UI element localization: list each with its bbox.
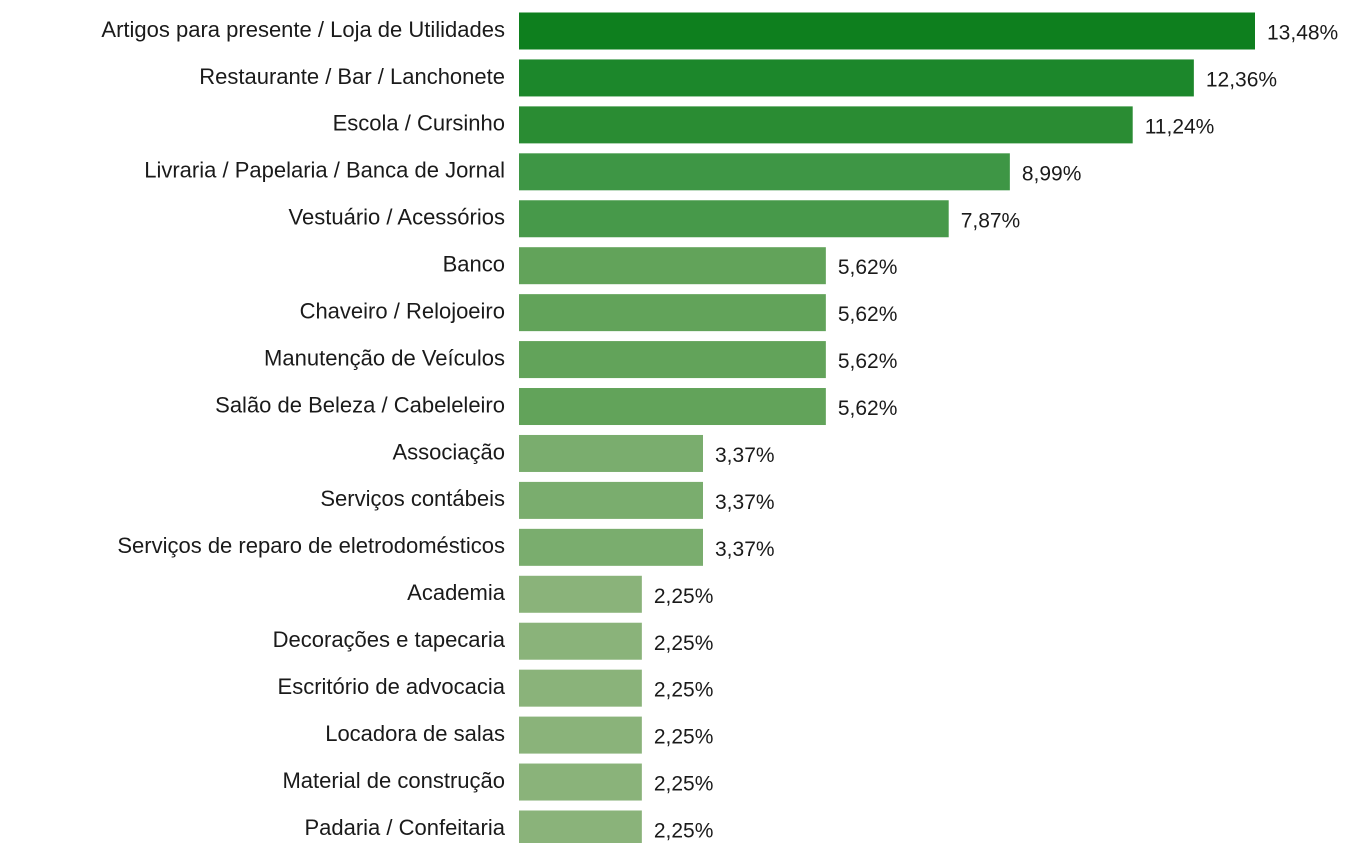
bar <box>519 388 826 426</box>
value-label: 12,36% <box>1206 68 1277 91</box>
value-label: 3,37% <box>715 444 775 467</box>
category-label: Salão de Beleza / Cabeleleiro <box>215 392 505 417</box>
category-label: Academia <box>407 580 506 605</box>
bar <box>519 341 826 379</box>
category-label: Locadora de salas <box>325 721 505 746</box>
category-label: Escritório de advocacia <box>278 674 506 699</box>
value-label: 8,99% <box>1022 162 1082 185</box>
category-label: Manutenção de Veículos <box>264 345 505 370</box>
category-label: Vestuário / Acessórios <box>289 205 505 230</box>
bar <box>519 669 642 707</box>
value-label: 2,25% <box>654 585 714 608</box>
bar <box>519 481 703 519</box>
category-label: Livraria / Papelaria / Banca de Jornal <box>144 158 505 183</box>
bar <box>519 810 642 843</box>
bar <box>519 247 826 285</box>
value-label: 2,25% <box>654 820 714 843</box>
value-label: 2,25% <box>654 773 714 796</box>
bar <box>519 106 1133 144</box>
value-label: 5,62% <box>838 303 898 326</box>
value-label: 3,37% <box>715 491 775 514</box>
category-label: Decorações e tapecaria <box>273 627 506 652</box>
bar <box>519 59 1194 97</box>
category-label: Chaveiro / Relojoeiro <box>300 298 505 323</box>
bar <box>519 294 826 332</box>
bar <box>519 153 1010 191</box>
bar <box>519 575 642 613</box>
value-label: 2,25% <box>654 632 714 655</box>
value-label: 2,25% <box>654 726 714 749</box>
bar <box>519 622 642 660</box>
category-label: Serviços de reparo de eletrodomésticos <box>117 533 505 558</box>
category-label: Padaria / Confeitaria <box>304 815 505 840</box>
value-label: 5,62% <box>838 397 898 420</box>
value-label: 13,48% <box>1267 22 1338 45</box>
bar <box>519 200 949 238</box>
bar <box>519 763 642 801</box>
category-label: Material de construção <box>282 768 505 793</box>
value-label: 5,62% <box>838 256 898 279</box>
value-label: 7,87% <box>961 209 1021 232</box>
value-label: 2,25% <box>654 679 714 702</box>
bar <box>519 434 703 472</box>
category-label: Artigos para presente / Loja de Utilidad… <box>101 17 505 42</box>
category-label: Escola / Cursinho <box>333 111 505 136</box>
value-label: 11,24% <box>1145 115 1215 138</box>
category-label: Banco <box>443 252 505 277</box>
bar <box>519 528 703 566</box>
bar <box>519 12 1255 50</box>
category-label: Restaurante / Bar / Lanchonete <box>199 64 505 89</box>
category-label: Serviços contábeis <box>320 486 505 511</box>
value-label: 5,62% <box>838 350 898 373</box>
value-label: 3,37% <box>715 538 775 561</box>
category-label: Associação <box>392 439 505 464</box>
bar <box>519 716 642 754</box>
